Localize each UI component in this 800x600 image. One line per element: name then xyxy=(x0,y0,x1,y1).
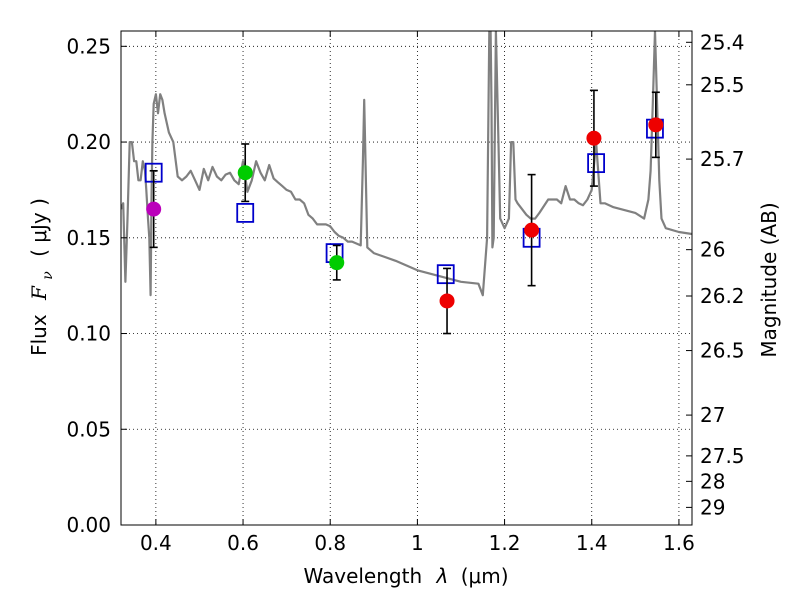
y-tick-label: 0.00 xyxy=(66,513,111,537)
x-tick-label: 0.4 xyxy=(140,531,172,555)
detection-point xyxy=(648,117,664,133)
x-tick-label: 0.8 xyxy=(314,531,346,555)
spectrum-line xyxy=(121,31,692,297)
x-axis-label: Wavelength λ (μm) xyxy=(303,564,508,588)
detection-point xyxy=(439,293,455,309)
tick-layer: 0.4 0.6 0.8 1 1.2 1.4 1.6 0.00 0.05 0.10 0.15 0.20 0… xyxy=(66,30,744,555)
detection-point xyxy=(524,222,540,238)
x-tick-label: 1.6 xyxy=(663,531,695,555)
model-square-point xyxy=(436,264,455,285)
y-tick-label: 0.20 xyxy=(66,130,111,154)
y2-tick-label: 26 xyxy=(700,238,725,262)
y-tick-label: 0.05 xyxy=(66,417,111,441)
y-axis-symbol: F xyxy=(27,285,51,301)
y2-tick-label: 26.5 xyxy=(700,339,745,363)
model-square-point xyxy=(587,153,606,174)
detection-point xyxy=(237,165,253,181)
y-axis-label: Flux F ν ( μJy ) xyxy=(27,198,57,356)
y2-tick-label: 25.7 xyxy=(700,147,745,171)
grid-layer xyxy=(121,31,692,526)
y2-tick-label: 25.4 xyxy=(700,30,745,54)
y2-axis-label: Magnitude (AB) xyxy=(757,202,781,357)
x-axis-unit: (μm) xyxy=(461,564,509,588)
y-tick-label: 0.25 xyxy=(66,34,111,58)
x-tick-label: 1 xyxy=(411,531,424,555)
x-tick-label: 0.6 xyxy=(227,531,259,555)
detection-point xyxy=(586,130,602,146)
y2-tick-label: 28 xyxy=(700,469,725,493)
x-tick-label: 1.2 xyxy=(489,531,521,555)
y-axis-unit: ( μJy ) xyxy=(27,198,51,257)
y2-tick-label: 25.5 xyxy=(700,73,745,97)
x-axis-label-prefix: Wavelength xyxy=(303,564,422,588)
y2-tick-label: 29 xyxy=(700,495,725,519)
model-square-point xyxy=(236,202,255,223)
y2-tick-label: 27 xyxy=(700,403,725,427)
y-axis-label-prefix: Flux xyxy=(27,314,51,356)
y-tick-label: 0.15 xyxy=(66,226,111,250)
y2-tick-label: 27.5 xyxy=(700,444,745,468)
y2-tick-label: 26.2 xyxy=(700,284,745,308)
plot-frame xyxy=(120,30,693,526)
plot-layer xyxy=(121,31,692,335)
detection-point xyxy=(329,255,345,271)
detection-point xyxy=(146,201,162,217)
x-axis-symbol: λ xyxy=(436,564,449,588)
y-tick-label: 0.10 xyxy=(66,322,111,346)
x-tick-label: 1.4 xyxy=(576,531,608,555)
y-axis-subscript: ν xyxy=(40,271,56,280)
